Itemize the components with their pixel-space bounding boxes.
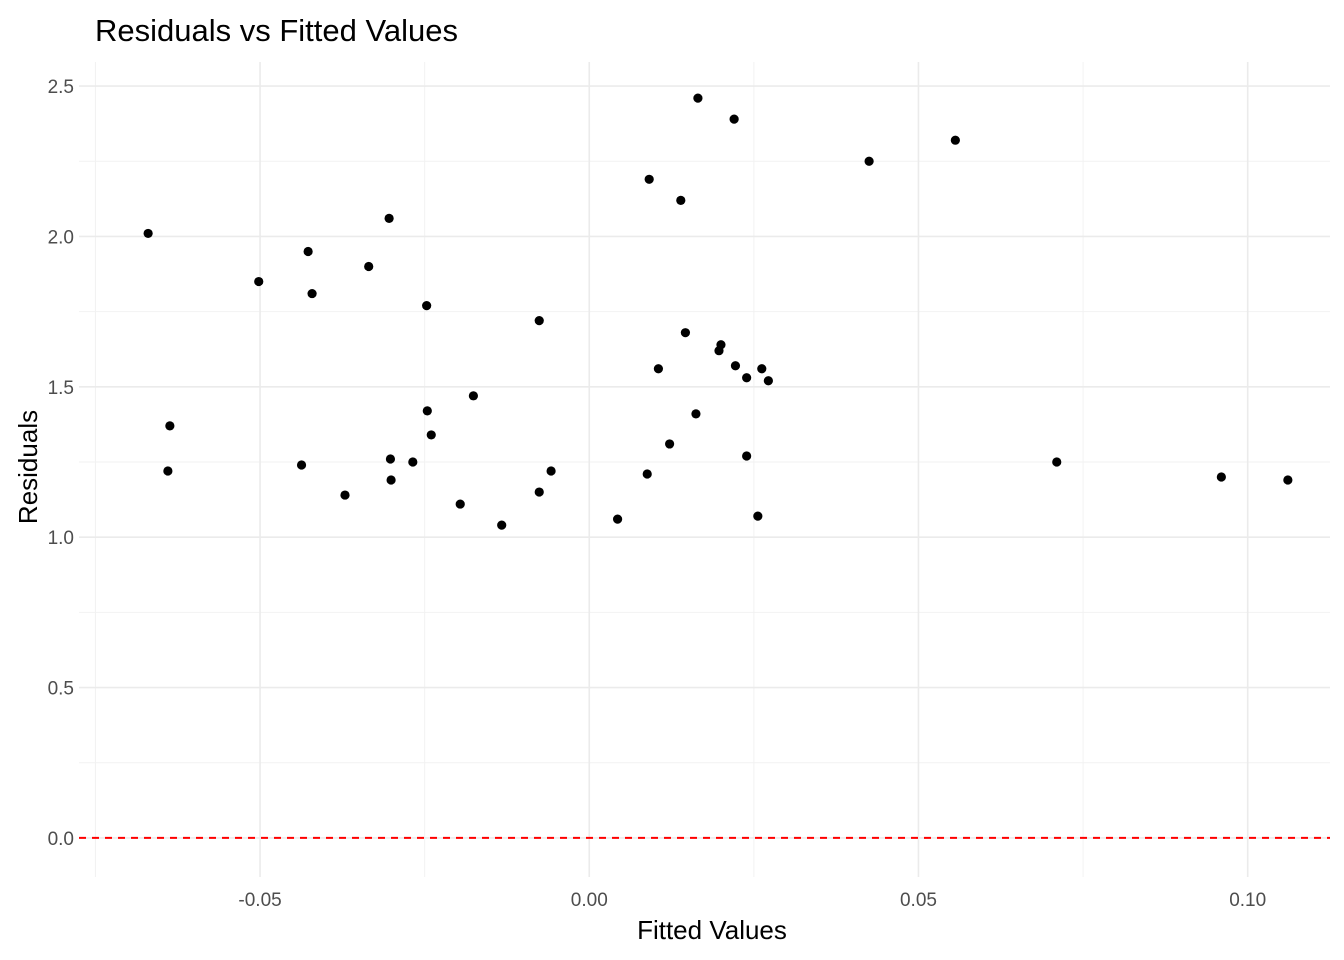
data-point [340,490,350,500]
y-tick-label: 2.0 [48,227,74,248]
data-point [143,228,153,239]
data-point [455,499,465,509]
data-point [950,135,960,145]
data-point [753,511,763,521]
data-point [612,514,623,524]
data-point [386,475,396,485]
data-point [422,406,432,416]
y-tick-label: 2.5 [48,77,74,98]
data-point [468,391,478,401]
x-tick-label: -0.05 [238,890,281,911]
data-point [644,174,654,184]
data-point [757,364,767,374]
data-point [642,469,652,479]
data-point [307,288,317,299]
y-tick-label: 1.0 [48,528,74,549]
x-tick-label: 0.00 [571,890,608,911]
data-point [408,457,418,467]
data-point [763,376,773,386]
y-tick-label: 0.5 [48,679,74,700]
data-point [714,346,724,356]
data-point [165,421,175,431]
data-point [1052,457,1062,467]
major-gridlines [79,62,1330,877]
data-point [534,487,544,497]
data-point [680,328,691,338]
data-point [254,276,264,287]
data-point [1216,472,1226,482]
y-tick-label: 1.5 [48,378,74,399]
data-point [742,373,752,383]
data-point [1283,475,1293,485]
data-point [730,361,741,371]
data-point [693,93,703,103]
data-point [742,451,752,461]
y-axis-title: Residuals [13,410,43,524]
y-tick-labels: 0.0 0.5 1.0 1.5 2.0 2.5 [48,77,74,850]
points-layer [143,93,1293,530]
data-point [426,430,436,440]
data-point [296,460,307,470]
data-point [303,246,313,257]
x-tick-labels: -0.05 0.00 0.05 0.10 [238,890,1266,911]
data-point [163,466,173,476]
data-point [364,261,374,272]
x-axis-title: Fitted Values [637,915,787,945]
x-tick-label: 0.10 [1229,890,1266,911]
data-point [676,195,686,205]
data-point [384,213,394,223]
data-point [497,520,507,530]
data-point [864,156,874,166]
data-point [729,114,739,124]
data-point [546,466,556,476]
x-tick-label: 0.05 [900,890,937,911]
data-point [665,439,675,449]
data-point [691,409,701,419]
data-point [534,316,544,326]
chart-title: Residuals vs Fitted Values [95,13,458,48]
data-point [385,454,396,464]
data-point [653,364,664,374]
data-point [422,300,432,311]
minor-gridlines [79,62,1330,877]
y-tick-label: 0.0 [48,829,74,850]
